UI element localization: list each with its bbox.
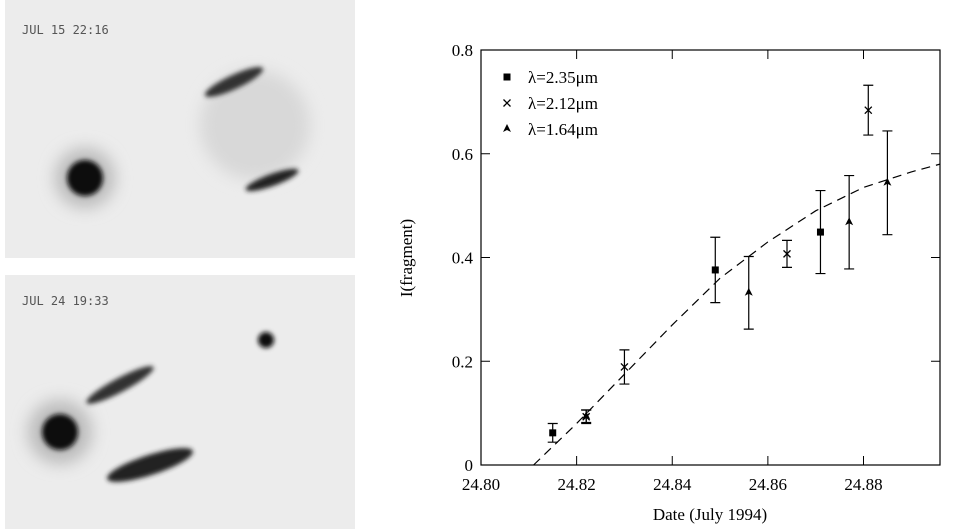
x-tick-label: 24.80 [462, 475, 500, 494]
x-tick-label: 24.88 [844, 475, 882, 494]
marker [711, 266, 719, 274]
marker [783, 249, 791, 258]
x-tick-label: 24.84 [653, 475, 692, 494]
y-tick-label: 0.8 [452, 41, 473, 60]
panel-label: JUL 24 19:33 [22, 294, 109, 308]
marker [620, 362, 629, 371]
x-tick-label: 24.86 [749, 475, 787, 494]
x-tick-label: 24.82 [558, 475, 596, 494]
legend-marker [503, 73, 511, 81]
y-tick-label: 0.4 [452, 249, 474, 268]
legend-marker [503, 99, 511, 107]
y-axis-label: I(fragment) [397, 219, 416, 297]
fit-curve [533, 163, 941, 466]
marker [864, 106, 873, 115]
marker [744, 287, 753, 296]
marker [582, 411, 591, 420]
legend-label: λ=2.12μm [528, 94, 598, 113]
image-panel: JUL 15 22:16 [5, 0, 355, 258]
legend-marker [503, 124, 511, 132]
marker [549, 429, 557, 437]
marker [816, 228, 824, 236]
y-tick-label: 0 [465, 456, 474, 475]
y-tick-label: 0.6 [452, 145, 473, 164]
y-tick-label: 0.2 [452, 352, 473, 371]
legend-label: λ=1.64μm [528, 120, 598, 139]
panel-label: JUL 15 22:16 [22, 23, 109, 37]
marker [845, 217, 854, 226]
legend-label: λ=2.35μm [528, 68, 598, 87]
marker [883, 177, 892, 186]
image-panel: JUL 24 19:33 [5, 275, 355, 529]
x-axis-label: Date (July 1994) [653, 505, 767, 524]
